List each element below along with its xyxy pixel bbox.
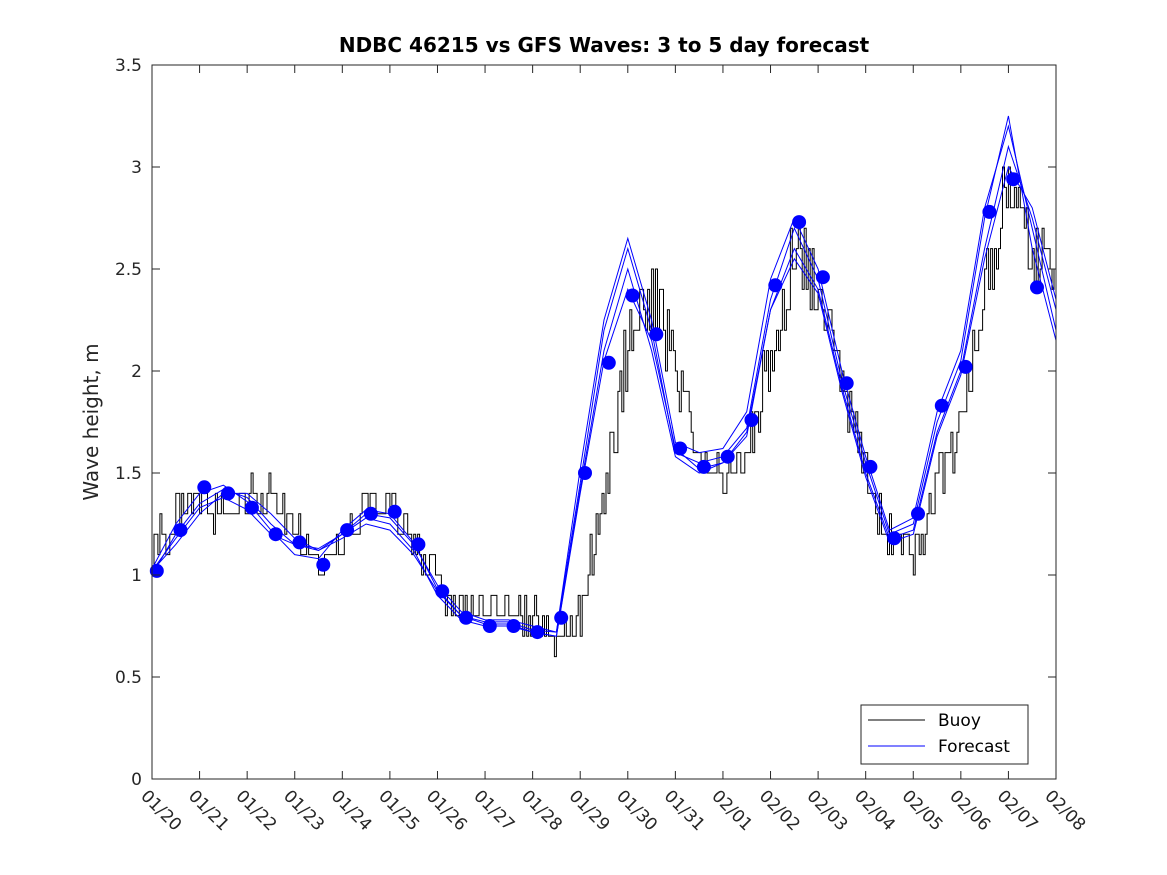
chart-title: NDBC 46215 vs GFS Waves: 3 to 5 day fore…: [339, 33, 870, 57]
forecast-marker: [934, 398, 949, 413]
y-tick-label: 3: [131, 158, 142, 178]
forecast-marker: [815, 270, 830, 285]
forecast-marker: [506, 619, 521, 633]
forecast-marker: [601, 355, 616, 370]
forecast-marker: [982, 204, 997, 219]
forecast-marker: [768, 278, 783, 293]
y-tick-label: 2: [131, 362, 142, 382]
forecast-marker: [387, 504, 402, 519]
forecast-marker: [316, 557, 331, 572]
y-tick-label: 0.5: [115, 668, 142, 688]
forecast-marker: [197, 480, 212, 495]
legend: Buoy Forecast: [860, 704, 1029, 765]
forecast-marker: [530, 625, 545, 640]
buoy-series-line: [152, 166, 1057, 658]
forecast-series-line-3: [151, 124, 1057, 633]
forecast-marker: [149, 563, 164, 578]
forecast-marker: [268, 527, 283, 542]
forecast-marker: [887, 531, 902, 546]
forecast-marker: [554, 610, 569, 625]
y-tick-label: 2.5: [115, 260, 142, 280]
forecast-marker: [863, 459, 878, 474]
forecast-marker: [649, 327, 664, 342]
forecast-marker: [173, 523, 188, 538]
forecast-marker: [696, 459, 711, 474]
forecast-marker: [221, 486, 236, 501]
forecast-marker: [244, 500, 259, 515]
forecast-marker: [625, 288, 640, 303]
y-tick-label: 3.5: [115, 56, 142, 76]
forecast-marker: [578, 466, 592, 480]
marker-layer: [149, 172, 1044, 640]
legend-forecast-label: Forecast: [938, 737, 1010, 757]
plot-area: [152, 65, 1056, 779]
forecast-marker: [411, 537, 426, 552]
legend-buoy-label: Buoy: [938, 711, 981, 731]
forecast-marker: [1006, 172, 1021, 187]
forecast-marker: [792, 215, 807, 230]
forecast-marker: [340, 523, 355, 538]
forecast-marker: [911, 506, 925, 521]
forecast-marker: [839, 376, 854, 391]
forecast-marker: [1030, 280, 1044, 295]
forecast-marker: [459, 610, 473, 625]
forecast-marker: [482, 619, 497, 633]
forecast-marker: [720, 449, 735, 464]
plot-frame: [151, 64, 1057, 780]
forecast-marker: [292, 535, 307, 550]
forecast-marker: [435, 584, 450, 599]
y-tick-label: 0: [131, 770, 142, 790]
legend-box: [860, 704, 1029, 765]
y-axis-label: Wave height, m: [79, 343, 103, 500]
y-tick-label: 1.5: [115, 464, 142, 484]
y-tick-label: 1: [131, 566, 142, 586]
forecast-marker: [958, 359, 973, 374]
forecast-marker: [744, 413, 759, 427]
forecast-marker: [673, 441, 688, 456]
forecast-marker: [363, 506, 378, 521]
